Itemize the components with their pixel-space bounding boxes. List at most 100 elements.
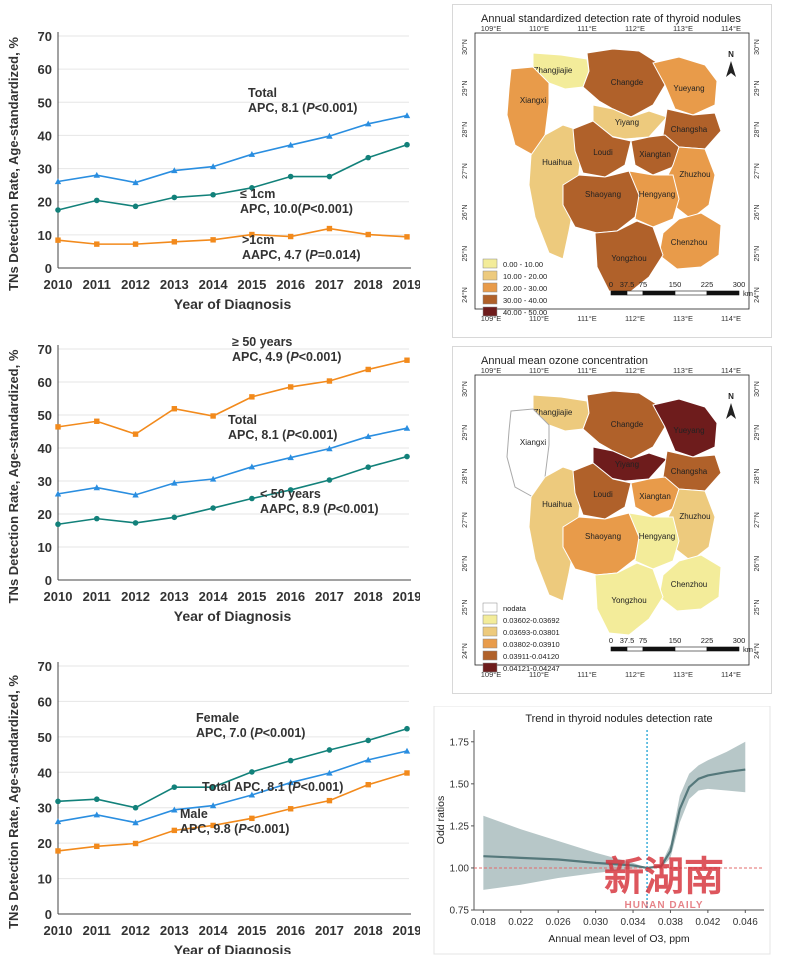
y-tick-label: 50 [38,730,52,745]
data-point [248,151,256,157]
data-point [404,357,410,363]
data-point [287,806,294,812]
annotation-p: P [290,350,299,364]
scale-bar-segment [706,646,740,652]
data-point [132,819,139,826]
annotation-stat-pre: APC, 8.1 ( [248,101,307,115]
annotation-stat-pre: Total APC, 8.1 ( [202,780,293,794]
annotation-stat-post: <0.001) [315,101,358,115]
annotation-stat-post: =0.014) [318,248,361,262]
y-tick-label: 40 [38,765,52,780]
data-point [287,384,294,390]
x-tick-label: 2019 [393,277,420,292]
map-legend-label: 30.00 - 40.00 [503,296,547,305]
map-right-tick: 24°N [753,643,761,659]
map-right-tick: 27°N [753,163,761,179]
x-axis-label: Year of Diagnosis [174,942,292,954]
data-point [365,366,371,373]
x-tick-label: 2011 [83,923,111,938]
data-point [55,521,61,528]
map-bottom-tick: 113°E [673,670,693,679]
map-region-label: Hengyang [639,532,675,541]
map-region-label: Changde [611,78,644,87]
north-label: N [728,392,734,401]
map-region-label: Xiangxi [520,438,546,447]
data-point [55,237,61,243]
map-top-tick: 114°E [721,366,741,375]
map-region-label: Loudi [593,490,613,499]
x-tick-label: 2017 [315,923,344,938]
annotation-stat-pre: APC, 7.0 ( [196,726,255,740]
spline-title: Trend in thyroid nodules detection rate [525,713,712,725]
x-tick-label: 2015 [237,589,266,604]
map-top-tick: 113°E [673,366,693,375]
map-region-label: Changsha [671,125,708,134]
map-region [628,170,680,228]
map-bottom-tick: 112°E [625,670,645,679]
map-bottom-tick: 110°E [529,670,549,679]
annotation-stat: APC, 10.0(P<0.001) [240,202,353,216]
scale-unit: km [743,289,753,298]
series-line [57,455,408,526]
annotation-stat: APC, 4.9 (P<0.001) [232,350,341,364]
x-tick-label: 2012 [121,589,150,604]
map-left-tick: 30°N [461,381,469,397]
y-tick-label: 60 [38,375,52,390]
map-left-tick: 29°N [461,81,469,97]
x-tick-label: 0.022 [508,917,533,928]
annotation-label: Male [180,807,208,821]
scale-bar-segment [626,290,644,296]
y-tick-label: 40 [38,441,52,456]
data-point [132,179,139,186]
annotation-label: >1cm [242,233,274,247]
data-point [55,424,61,430]
data-point [171,406,178,412]
x-tick-label: 0.026 [546,917,571,928]
map-region-label: Zhangjiajie [534,408,573,417]
annotation-stat-pre: APC, 8.1 ( [228,428,287,442]
data-point [93,197,100,204]
scale-label: 300 [733,636,746,645]
map-detection: Annual standardized detection rate of th… [461,13,761,323]
data-point [365,433,372,440]
data-point [326,445,333,452]
map-top-tick: 110°E [529,24,549,33]
data-point [326,747,333,753]
map-ozone-frame: Annual mean ozone concentration 109°E 109°… [452,346,772,694]
north-label: N [728,50,734,59]
scale-label: 37.5 [620,280,635,289]
map-left-tick: 27°N [461,163,469,179]
map-region [594,220,664,294]
x-tick-label: 2016 [276,923,305,938]
data-point [94,241,100,247]
scale-label: 225 [701,280,714,289]
x-tick-label: 2014 [199,277,229,292]
scale-bar-segment [626,646,644,652]
annotation-label: < 50 years [260,487,321,501]
map-region-label: Zhangjiajie [534,66,573,75]
data-point [132,520,139,526]
y-tick-label: 30 [38,162,52,177]
map-region-label: Yongzhou [611,596,646,605]
data-point [404,770,410,776]
data-point [171,827,178,834]
map-bottom-tick: 113°E [673,314,693,323]
map-right-tick: 29°N [753,425,761,441]
annotation-p: P [302,202,311,216]
x-tick-label: 2012 [121,923,150,938]
map-top-tick: 113°E [673,24,693,33]
annotation-stat-post: <0.001) [310,202,353,216]
data-point [326,173,333,180]
series-line [57,359,408,436]
data-point [326,225,333,232]
map-left-tick: 25°N [461,600,469,616]
map-region [562,170,642,234]
annotation-label: Total [228,413,257,427]
map-region-label: Yueyang [673,84,704,93]
annotation-stat: APC, 8.1 (P<0.001) [248,101,357,115]
scale-label: 150 [669,280,682,289]
y-tick-label: 0.75 [450,906,470,917]
data-point [210,505,216,511]
series-line [57,114,408,184]
annotation-stat-pre: AAPC, 4.7 ( [242,248,310,262]
